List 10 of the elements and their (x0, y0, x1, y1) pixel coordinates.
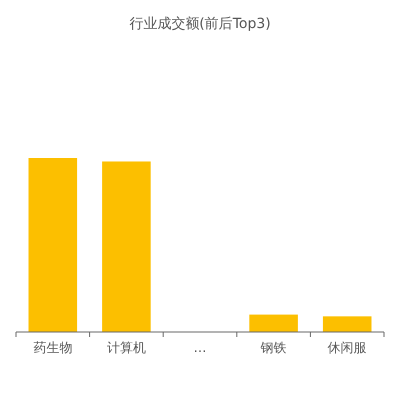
x-tick-label: … (194, 341, 206, 356)
x-tick-label: 休闲服 (328, 341, 367, 356)
chart-title: 行业成交额(前后Top3) (129, 16, 271, 32)
bar (322, 316, 372, 332)
x-tick-label: 计算机 (106, 341, 146, 356)
bar (28, 158, 78, 332)
x-tick-label: 钢铁 (260, 341, 287, 356)
bar (102, 161, 151, 332)
bar (249, 314, 298, 332)
x-tick-label: 药生物 (33, 341, 72, 356)
